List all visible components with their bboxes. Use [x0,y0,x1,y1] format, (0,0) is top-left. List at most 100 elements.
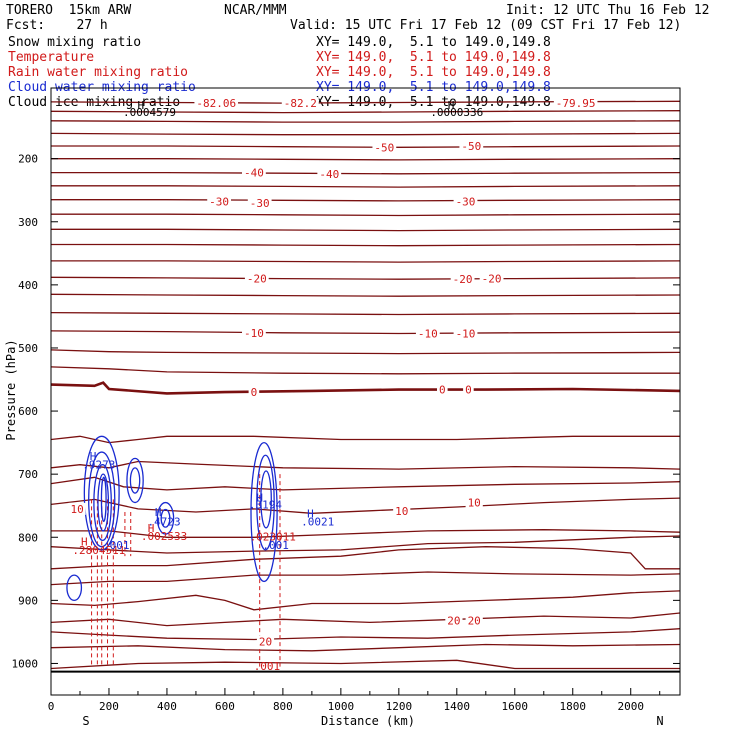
temp-label-bg-4 [459,140,484,153]
temp-label-5: -40 [244,167,264,180]
legend-temperature-range: XY= 149.0, 5.1 to 149.0,149.8 [316,50,551,65]
contours-layer [51,100,680,673]
temp-label-1: -82.2 [284,97,317,110]
x-tick-label-200: 200 [99,700,119,713]
cloud-water-contour-cw-e1 [66,574,83,602]
isotherm-t4 [51,132,680,136]
forecast-hour: Fcst: 27 h [6,18,108,33]
temp-label-bg-17 [437,383,448,396]
temp-label-bg-22 [256,635,275,648]
isotherm-t5 [51,145,680,148]
temp-label-bg-11 [450,273,475,286]
temp-label-bg-20 [393,504,411,517]
x-tick-label-1600: 1600 [502,700,529,713]
extrema-label-4: H [90,450,97,463]
isotherm-t16 [51,311,680,316]
cloud-water-contour-cw-c2 [160,508,171,528]
temp-label-bg-7 [207,195,232,208]
temp-label-4: -50 [461,140,481,153]
isotherm-t1 [51,100,680,104]
isotherm-t6 [51,158,680,161]
isotherm-t22 [51,476,680,491]
y-tick-label-400: 400 [18,279,38,292]
extrema-label-14: H [81,536,88,549]
extrema-label-13: .002533 [141,530,187,543]
temp-label-bg-9 [453,195,478,208]
isotherm-t11 [51,228,680,232]
isotherm-t23 [51,497,680,514]
temp-label-bg-21 [465,496,483,509]
isotherm-freezing-level [51,381,680,395]
extrema-label-6: H [256,492,263,505]
x-tick-label-1000: 1000 [328,700,355,713]
temp-label-bg-8 [247,196,272,209]
isotherm-t30 [51,628,680,641]
temp-label-17: 0 [439,384,446,397]
temp-label-bg-0 [194,97,239,110]
temp-label-bg-23 [445,614,463,627]
temp-label-bg-14 [415,327,440,340]
temp-label-2: -79.95 [556,97,596,110]
y-tick-label-800: 800 [18,531,38,544]
legend-snow-range: XY= 149.0, 5.1 to 149.0,149.8 [316,35,551,50]
isotherm-t27 [51,571,680,586]
extrema-label-12: H [148,522,155,535]
y-tick-label-300: 300 [18,216,38,229]
temp-label-bg-13 [242,326,266,339]
temp-label-bg-6 [317,167,342,180]
isotherm-t29 [51,612,680,627]
south-end-label: S [82,714,89,728]
isotherm-t28 [51,590,680,611]
cloud-water-contour-cw-a4 [97,473,110,532]
y-tick-label-600: 600 [18,405,38,418]
temp-label-bg-16 [248,386,260,399]
cloud-water-contour-cw-c1 [156,501,175,535]
temp-label-9: -30 [456,196,476,209]
extrema-label-1: .0004579 [123,106,176,119]
temp-label-bg-10 [244,272,269,285]
x-tick-label-2000: 2000 [617,700,644,713]
extrema-label-16: .001 [103,539,130,552]
x-tick-label-0: 0 [48,700,55,713]
isotherm-t19 [51,366,680,375]
cloud-water-contour-cw-a2 [88,451,116,548]
extrema-label-8: H [155,506,162,519]
isotherm-t14 [51,276,680,280]
y-axis-label: Pressure (hPa) [4,339,18,440]
isotherm-t3 [51,120,680,123]
cloud-water-contour-cw-d3 [260,470,272,529]
temp-label-18: 0 [465,384,472,397]
temp-label-23: 20 [447,615,460,628]
temp-label-7: -30 [209,196,229,209]
temp-label-21: 10 [468,497,481,510]
extrema-label-0: H [138,99,145,112]
temp-label-6: -40 [319,168,339,181]
temp-label-8: -30 [250,197,270,210]
extrema-label-17: .023011 [250,531,296,544]
temp-label-22: 20 [259,635,272,648]
temp-label-bg-15 [453,327,478,340]
temp-label-11: -20 [453,273,473,286]
extrema-label-15: .2804511 [72,544,125,557]
legend-temperature-label: Temperature [8,50,95,65]
x-tick-label-1400: 1400 [444,700,471,713]
valid-time: Valid: 15 UTC Fri 17 Feb 12 (09 CST Fri … [290,18,682,33]
model-title: TORERO 15km ARW [6,3,132,18]
temp-label-bg-3 [372,141,397,154]
isotherm-t26 [51,546,680,570]
cloud-water-contour-cw-a3 [93,464,112,542]
extrema-label-5: .9273 [82,459,115,472]
isotherm-t20 [51,435,680,444]
isotherm-t9 [51,199,680,202]
temp-label-bg-5 [242,166,266,179]
x-tick-label-1800: 1800 [560,700,587,713]
isotherm-t17 [51,330,680,335]
cloud-water-contour-cw-b1 [126,457,144,504]
isotherm-t7 [51,171,680,175]
legend-rain-range: XY= 149.0, 5.1 to 149.0,149.8 [316,65,551,80]
temp-label-20: 10 [395,505,408,518]
labels-layer: -82.06 -82.2 -79.95 -50 -50 -40 -40 -30 -30 -30 -2… [68,97,598,673]
temp-label-bg-12 [479,272,504,285]
y-tick-label-700: 700 [18,468,38,481]
